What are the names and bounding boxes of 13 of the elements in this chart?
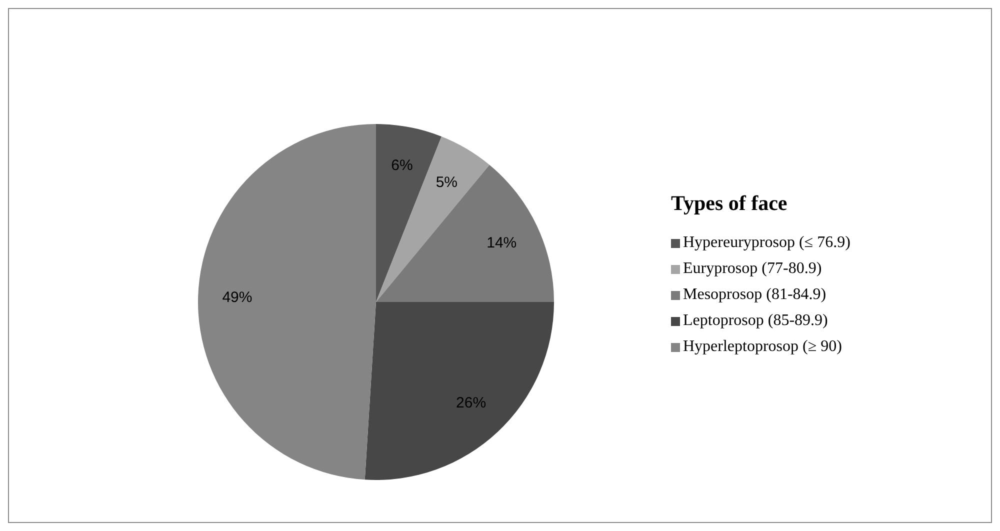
data-label: 6% <box>391 157 413 174</box>
legend-label: Euryprosop (77-80.9) <box>683 260 822 278</box>
data-label: 14% <box>486 234 517 252</box>
legend-label: Hyperleptoprosop (≥ 90) <box>683 338 842 356</box>
data-label: 5% <box>436 174 458 191</box>
pie-slice <box>376 136 490 302</box>
legend-label: Mesoprosop (81-84.9) <box>683 286 826 304</box>
data-label: 26% <box>456 394 486 412</box>
legend-label: Leptoprosop (85-89.9) <box>683 312 828 330</box>
legend-label: Hypereuryprosop (≤ 76.9) <box>683 234 850 252</box>
legend-title: Types of face <box>671 191 788 216</box>
pie-slice <box>364 302 554 480</box>
data-label: 49% <box>222 289 252 306</box>
